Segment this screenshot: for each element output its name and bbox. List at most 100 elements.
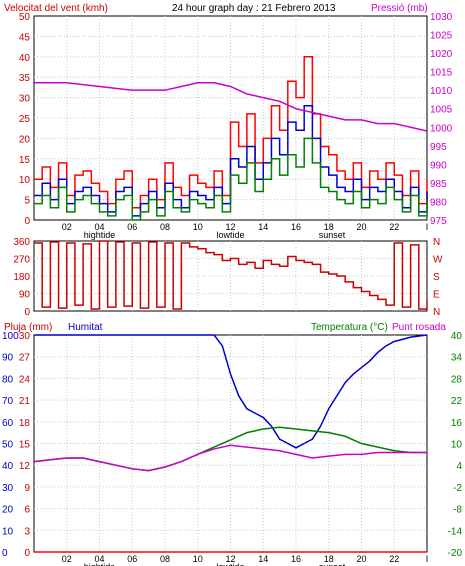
wind-xtick-label: 08 — [160, 222, 170, 232]
humidity-ytick-label: 30 — [2, 483, 14, 494]
pressure-ytick-label: 1020 — [430, 49, 453, 60]
humidity-xtick-label: 18 — [324, 554, 334, 564]
wind-annotation-hightide: hightide — [84, 230, 116, 240]
humidity-axis-label: Humitat — [68, 322, 103, 333]
wind-xtick-label: 20 — [356, 222, 366, 232]
pressure-ytick-label: 1005 — [430, 105, 453, 116]
humidity-ytick-label: 0 — [2, 548, 8, 559]
direction-ytick-label: 180 — [13, 272, 30, 283]
wind-xtick-label: 22 — [389, 222, 399, 232]
wind-xtick-label: 12 — [225, 222, 235, 232]
wind-xtick-label: 04 — [94, 222, 104, 232]
rain-ytick-label: 6 — [24, 505, 30, 516]
rain-ytick-label: 21 — [19, 396, 31, 407]
wind-ytick-label: 30 — [19, 94, 31, 105]
wind-axis-label: Velocitat del vent (kmh) — [4, 3, 108, 14]
humidity-annotation-sunset: sunset — [319, 562, 346, 566]
pressure-ytick-label: 1010 — [430, 86, 453, 97]
panel-humidity-series — [33, 334, 428, 553]
wind-xtick-label: 14 — [258, 222, 268, 232]
panel-wind-ticks: 0510152025303540455097598098599099510001… — [19, 12, 453, 240]
pressure-axis-label: Pressió (mb) — [371, 3, 428, 14]
direction-ytick-label: 90 — [19, 290, 31, 301]
temperature-ytick-label: -8 — [453, 505, 462, 516]
compass-label: N — [433, 237, 440, 248]
pressure-ytick-label: 1025 — [430, 31, 453, 42]
humidity-xtick-label: 02 — [62, 554, 72, 564]
wind-ytick-label: 50 — [19, 12, 31, 23]
wind-ytick-label: 10 — [19, 175, 31, 186]
temperature-ytick-label: -20 — [448, 548, 463, 559]
pressure-ytick-label: 990 — [430, 160, 447, 171]
pressure-ytick-label: 980 — [430, 197, 447, 208]
humidity-xtick-label: 14 — [258, 554, 268, 564]
wind_dir_avg-line — [34, 137, 428, 221]
pressure-ytick-label: 1030 — [430, 12, 453, 23]
rain-ytick-label: 30 — [19, 331, 31, 342]
wind-xtick-label: 10 — [193, 222, 203, 232]
rain-ytick-label: 12 — [19, 461, 31, 472]
temperature-ytick-label: 10 — [451, 440, 463, 451]
humidity-annotation-hightide: hightide — [84, 562, 116, 566]
wind-ytick-label: 0 — [24, 216, 30, 227]
temperature-ytick-label: -2 — [453, 483, 462, 494]
wind-annotation-lowtide: lowtide — [216, 230, 244, 240]
humidity-xtick-label: 10 — [193, 554, 203, 564]
wind-ytick-label: 25 — [19, 114, 31, 125]
humidity-xtick-label: 04 — [94, 554, 104, 564]
rain-ytick-label: 0 — [24, 548, 30, 559]
compass-label: W — [433, 255, 443, 266]
temperature-ytick-label: 28 — [451, 374, 463, 385]
pressure-ytick-label: 975 — [430, 216, 447, 227]
wind-ytick-label: 15 — [19, 155, 31, 166]
humidity-ytick-label: 10 — [2, 526, 14, 537]
humidity-ytick-label: 80 — [2, 374, 14, 385]
pressure-ytick-label: 1015 — [430, 68, 453, 79]
temperature-ytick-label: 22 — [451, 396, 463, 407]
humidity-xtick-label: I — [426, 554, 429, 564]
humidity-xtick-label: 16 — [291, 554, 301, 564]
rain-ytick-label: 9 — [24, 483, 30, 494]
dew_point-line — [33, 444, 427, 472]
panel-humidity-ticks: 0 10 20 30 40 50 60 70 80 90 100 0 3 6 9 12 15 18 21 24 27 30… — [2, 331, 462, 566]
humidity-ytick-label: 90 — [2, 353, 14, 364]
humidity-xtick-label: 20 — [356, 554, 366, 564]
temperature-ytick-label: 16 — [451, 418, 463, 429]
pressure-ytick-label: 985 — [430, 179, 447, 190]
panel-direction-series — [34, 240, 428, 310]
pressure-ytick-label: 1000 — [430, 123, 453, 134]
wind_direction-line — [34, 240, 428, 310]
temperature-ytick-label: 40 — [451, 331, 463, 342]
temperature-ytick-label: 4 — [456, 461, 462, 472]
direction-ytick-label: 0 — [24, 307, 30, 318]
humidity-ytick-label: 70 — [2, 396, 14, 407]
rain-axis-label: Pluja (mm) — [4, 322, 52, 333]
wind-ytick-label: 35 — [19, 73, 31, 84]
rain-ytick-label: 15 — [19, 440, 31, 451]
humidity-ytick-label: 50 — [2, 440, 14, 451]
direction-ytick-label: 270 — [13, 255, 30, 266]
wind-ytick-label: 45 — [19, 32, 31, 43]
compass-label: N — [433, 307, 440, 318]
temperature-ytick-label: 34 — [451, 353, 463, 364]
wind-xtick-label: I — [426, 222, 429, 232]
panel-wind-series — [34, 56, 428, 221]
wind-ytick-label: 40 — [19, 53, 31, 64]
pressure-line — [34, 82, 428, 132]
humidity-xtick-label: 12 — [225, 554, 235, 564]
humidity-ytick-label: 100 — [2, 331, 19, 342]
humidity-ytick-label: 40 — [2, 461, 14, 472]
compass-label: S — [433, 272, 440, 283]
wind-ytick-label: 20 — [19, 134, 31, 145]
rain-ytick-label: 24 — [19, 374, 31, 385]
wind-ytick-label: 5 — [24, 196, 30, 207]
wind-xtick-label: 18 — [324, 222, 334, 232]
humidity-xtick-label: 06 — [127, 554, 137, 564]
humidity-xtick-label: 22 — [389, 554, 399, 564]
humidity-ytick-label: 60 — [2, 418, 14, 429]
panel-direction-frame — [33, 240, 428, 312]
wind-xtick-label: 06 — [127, 222, 137, 232]
